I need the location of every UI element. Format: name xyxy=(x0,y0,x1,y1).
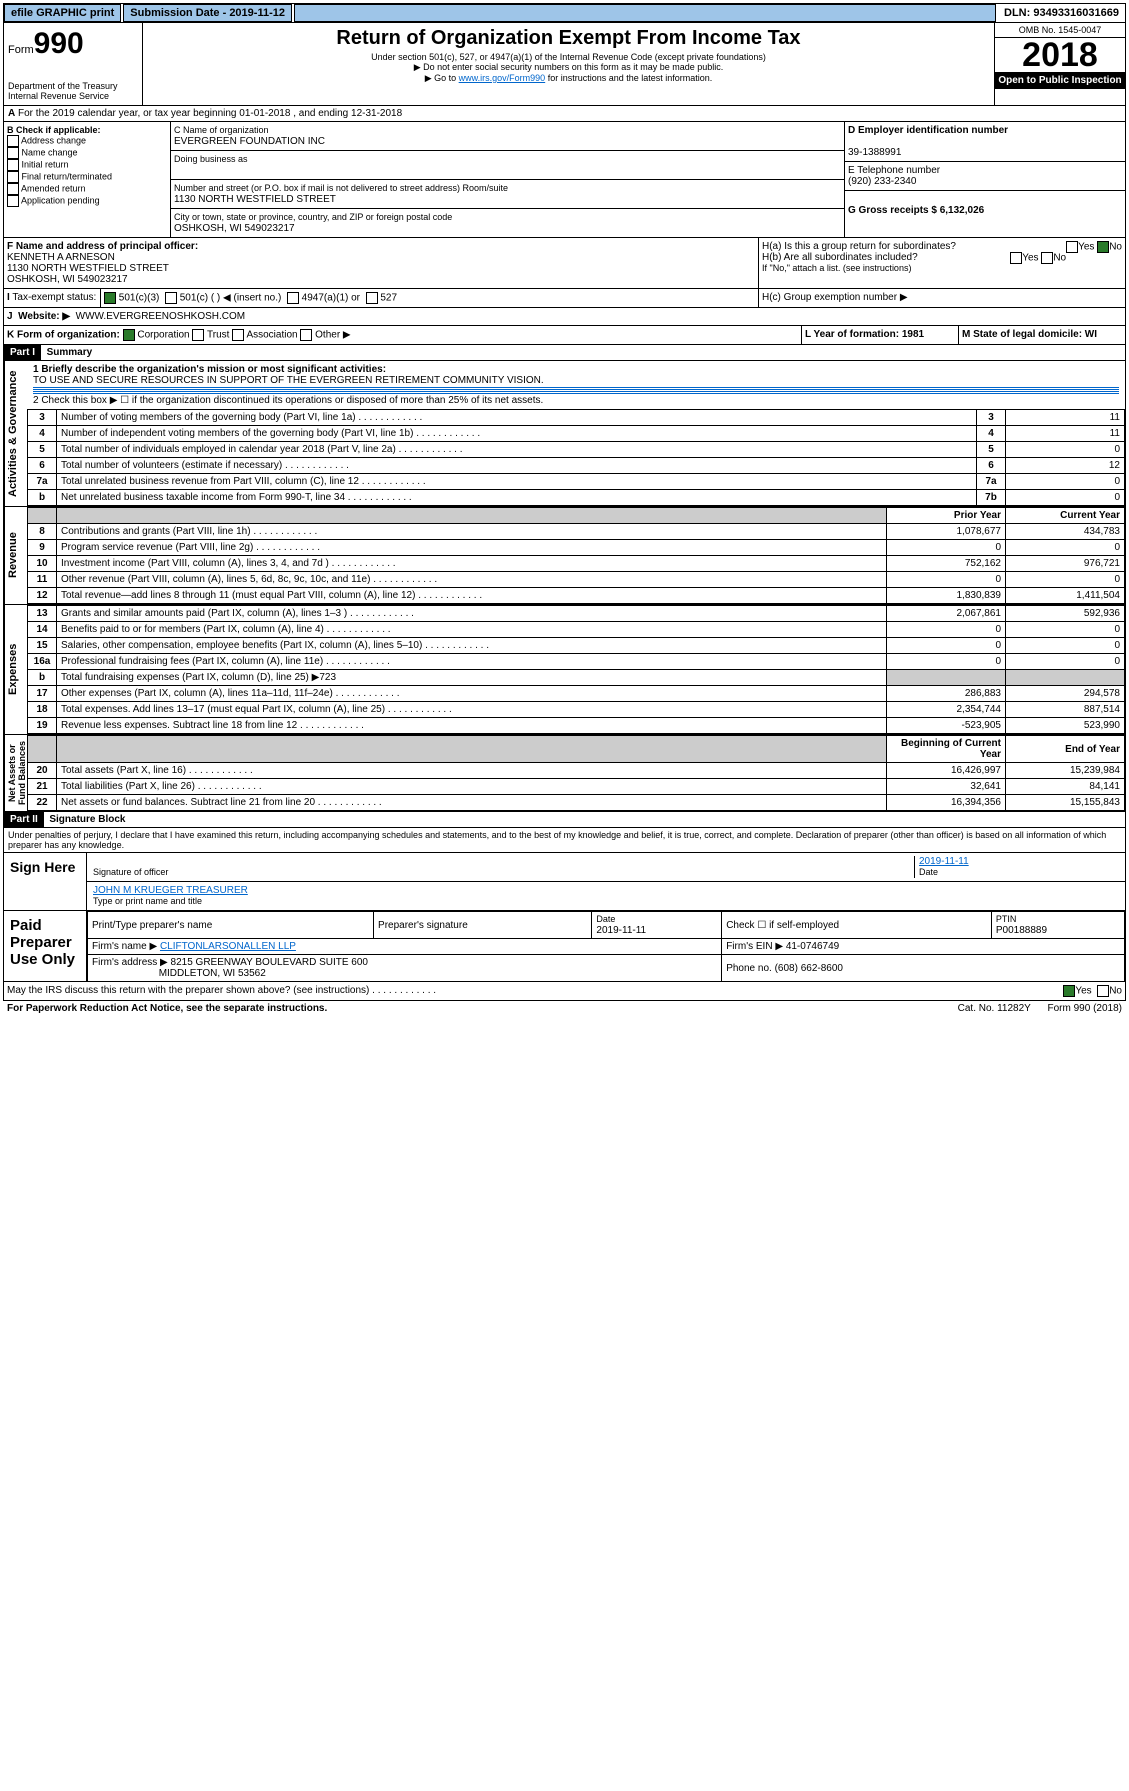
line-a: A For the 2019 calendar year, or tax yea… xyxy=(3,106,1126,122)
submission-date-button[interactable]: Submission Date - 2019-11-12 xyxy=(123,4,292,22)
paid-preparer-block: Paid Preparer Use Only Print/Type prepar… xyxy=(3,911,1126,982)
officer-signed-name: JOHN M KRUEGER TREASURER xyxy=(93,885,248,896)
dept-label: Department of the Treasury Internal Reve… xyxy=(8,81,138,101)
expenses-label: Expenses xyxy=(4,605,27,734)
section-i: I Tax-exempt status: 501(c)(3) 501(c) ( … xyxy=(3,289,1126,308)
box-b: B Check if applicable: Address change Na… xyxy=(4,122,171,237)
telephone: (920) 233-2340 xyxy=(848,176,916,187)
perjury-statement: Under penalties of perjury, I declare th… xyxy=(3,828,1126,853)
website-url: WWW.EVERGREENOSHKOSH.COM xyxy=(76,311,245,322)
revenue-label: Revenue xyxy=(4,507,27,604)
sign-here-block: Sign Here Signature of officer2019-11-11… xyxy=(3,853,1126,911)
subtitle-1: Under section 501(c), 527, or 4947(a)(1)… xyxy=(145,52,992,62)
part1-header: Part I Summary xyxy=(3,345,1126,361)
section-bcd: B Check if applicable: Address change Na… xyxy=(3,122,1126,238)
year-formation: L Year of formation: 1981 xyxy=(805,329,924,340)
tax-year: 2018 xyxy=(995,38,1125,72)
open-inspection-badge: Open to Public Inspection xyxy=(995,72,1125,89)
section-fh: F Name and address of principal officer:… xyxy=(3,238,1126,289)
subtitle-3: ▶ Go to www.irs.gov/Form990 for instruct… xyxy=(145,73,992,84)
org-name: EVERGREEN FOUNDATION INC xyxy=(174,136,325,147)
paid-preparer-label: Paid Preparer Use Only xyxy=(4,911,87,981)
box-d: D Employer identification number39-13889… xyxy=(844,122,1125,237)
expenses-section: Expenses 13Grants and similar amounts pa… xyxy=(3,605,1126,735)
officer-name: KENNETH A ARNESON xyxy=(7,252,115,263)
dln-label: DLN: 93493316031669 xyxy=(998,5,1125,21)
netassets-section: Net Assets orFund Balances Beginning of … xyxy=(3,735,1126,812)
section-klm: K Form of organization: Corporation Trus… xyxy=(3,326,1126,345)
governance-section: Activities & Governance 1 Briefly descri… xyxy=(3,361,1126,507)
irs-discuss-row: May the IRS discuss this return with the… xyxy=(3,982,1126,1001)
org-city: OSHKOSH, WI 549023217 xyxy=(174,223,295,234)
governance-label: Activities & Governance xyxy=(4,361,27,506)
firm-name[interactable]: CLIFTONLARSONALLEN LLP xyxy=(160,941,296,952)
part2-header: Part II Signature Block xyxy=(3,812,1126,828)
org-address: 1130 NORTH WESTFIELD STREET xyxy=(174,194,336,205)
sign-date: 2019-11-11 xyxy=(919,856,969,867)
gross-receipts: G Gross receipts $ 6,132,026 xyxy=(848,205,984,216)
ein-value: 39-1388991 xyxy=(848,147,901,158)
form-number: Form990 xyxy=(8,27,138,61)
box-c: C Name of organizationEVERGREEN FOUNDATI… xyxy=(171,122,844,237)
subtitle-2: ▶ Do not enter social security numbers o… xyxy=(145,62,992,73)
top-toolbar: efile GRAPHIC print Submission Date - 20… xyxy=(3,3,1126,23)
form-header: Form990 Department of the Treasury Inter… xyxy=(3,23,1126,106)
form-title: Return of Organization Exempt From Incom… xyxy=(145,27,992,50)
netassets-label: Net Assets orFund Balances xyxy=(4,735,27,811)
state-domicile: M State of legal domicile: WI xyxy=(962,329,1097,340)
irs-link[interactable]: www.irs.gov/Form990 xyxy=(459,73,546,83)
mission-text: TO USE AND SECURE RESOURCES IN SUPPORT O… xyxy=(33,375,544,386)
revenue-section: Revenue Prior YearCurrent Year8Contribut… xyxy=(3,507,1126,605)
section-j: J Website: ▶ WWW.EVERGREENOSHKOSH.COM xyxy=(3,308,1126,326)
efile-button[interactable]: efile GRAPHIC print xyxy=(4,4,121,22)
toolbar-spacer xyxy=(294,4,996,22)
footer-row: For Paperwork Reduction Act Notice, see … xyxy=(3,1001,1126,1016)
sign-here-label: Sign Here xyxy=(4,853,87,910)
